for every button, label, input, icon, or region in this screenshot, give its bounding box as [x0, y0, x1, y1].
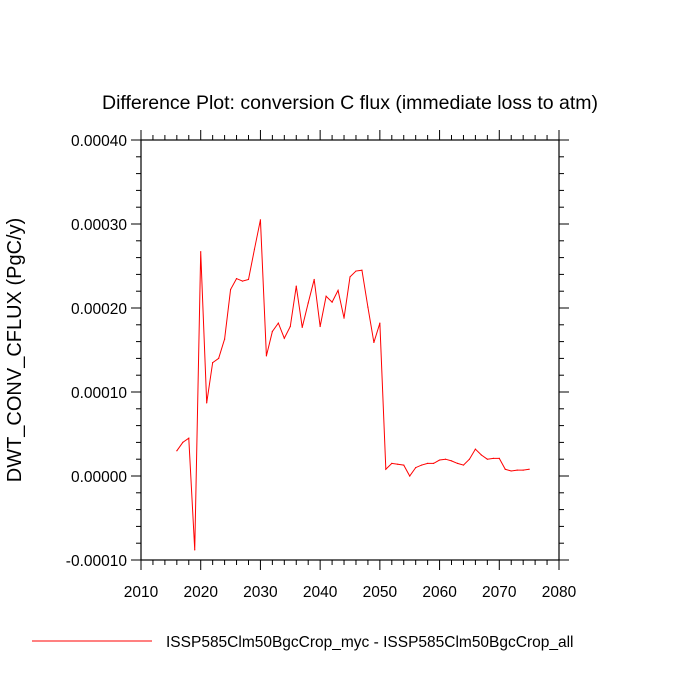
data-point [235, 278, 238, 280]
data-point [373, 341, 375, 344]
data-point [403, 464, 405, 466]
data-point [486, 458, 488, 460]
data-point [241, 280, 244, 282]
data-point [337, 289, 339, 291]
x-tick-label: 2050 [363, 584, 398, 601]
data-point [259, 219, 262, 221]
y-tick-label: 0.00000 [71, 469, 127, 486]
data-point [379, 322, 381, 324]
data-point [522, 469, 524, 471]
data-point [355, 270, 357, 272]
series-line [176, 219, 530, 550]
data-point [528, 468, 530, 470]
x-tick-label: 2080 [542, 584, 577, 601]
data-point [438, 459, 441, 461]
data-point [433, 462, 435, 464]
data-point [307, 302, 309, 304]
data-point [349, 276, 351, 278]
y-tick-label: 0.00040 [71, 133, 127, 150]
data-point [206, 402, 208, 404]
data-point [474, 448, 476, 450]
data-point [319, 325, 321, 328]
data-point [391, 462, 393, 464]
data-point [504, 468, 506, 470]
data-point [289, 325, 291, 328]
data-point [224, 338, 226, 340]
x-tick-label: 2040 [303, 584, 338, 601]
data-point [313, 278, 315, 281]
data-point [176, 450, 178, 452]
data-point [498, 457, 500, 459]
data-point [361, 269, 363, 271]
data-point [444, 458, 447, 460]
data-points [176, 219, 530, 551]
data-point [283, 337, 285, 339]
data-point [510, 470, 512, 472]
data-point [229, 288, 232, 291]
data-point [277, 322, 279, 324]
x-tick-label: 2020 [183, 584, 218, 601]
plot-frame [140, 139, 560, 561]
data-point [409, 475, 411, 477]
data-point [427, 462, 429, 464]
x-tick-label: 2070 [482, 584, 517, 601]
data-point [325, 295, 327, 297]
data-point [415, 467, 417, 469]
data-point [301, 326, 303, 328]
data-point [188, 437, 190, 439]
data-point [200, 251, 202, 253]
data-point [265, 355, 267, 357]
data-point [212, 362, 214, 364]
x-tick-label: 2030 [243, 584, 278, 601]
data-point [367, 306, 369, 308]
chart-title: Difference Plot: conversion C flux (imme… [102, 92, 598, 114]
data-point [516, 469, 518, 471]
data-point [450, 460, 453, 462]
data-point [253, 248, 256, 250]
data-point [218, 357, 220, 359]
data-point [397, 463, 399, 465]
data-point [331, 301, 333, 303]
data-point [194, 549, 196, 551]
y-tick-label: 0.00030 [71, 217, 127, 234]
x-tick-label: 2010 [124, 584, 159, 601]
data-point [385, 468, 387, 470]
tick-labels: 2010 2020 2030 2040 2050 2060 2070 2080 -0.00010… [66, 133, 577, 601]
data-point [492, 457, 494, 459]
data-point [271, 330, 273, 333]
data-point [182, 441, 184, 443]
y-tick-label: 0.00020 [71, 301, 127, 318]
data-point [462, 464, 465, 466]
y-axis-label: DWT_CONV_CFLUX (PgC/y) [4, 218, 26, 482]
data-point [343, 317, 345, 319]
data-point [480, 454, 482, 456]
y-tick-label: -0.00010 [66, 553, 128, 570]
x-tick-label: 2060 [422, 584, 457, 601]
data-point [295, 285, 297, 287]
axis-ticks [131, 130, 569, 570]
y-tick-label: 0.00010 [71, 385, 127, 402]
data-point [247, 278, 250, 281]
data-point [468, 458, 471, 460]
data-point [456, 462, 459, 464]
legend-label: ISSP585Clm50BgcCrop_myc - ISSP585Clm50Bg… [166, 634, 574, 651]
data-point [421, 464, 423, 466]
